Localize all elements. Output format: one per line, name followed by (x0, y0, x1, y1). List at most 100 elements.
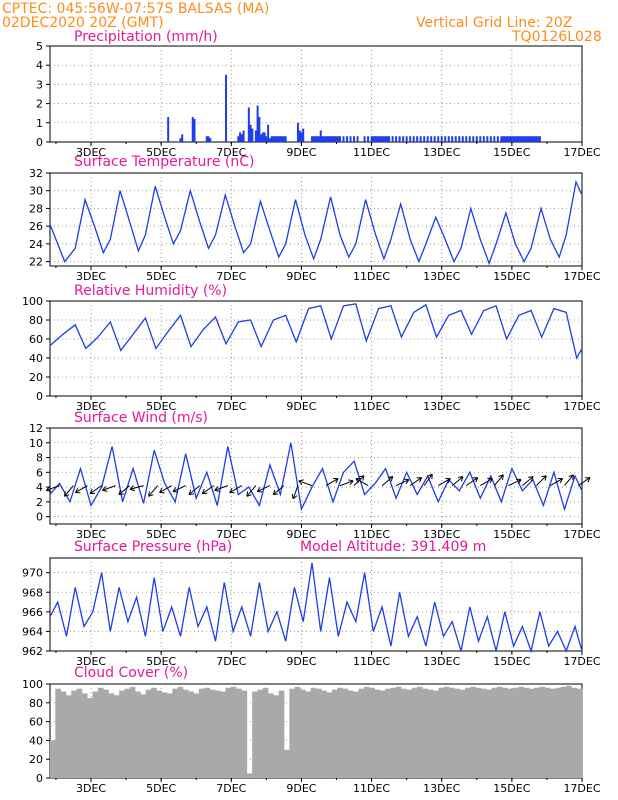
precip-bar (531, 136, 534, 142)
wind-arrow (148, 485, 159, 497)
x-tick-label: 17DEC (563, 528, 600, 541)
wind-arrow-head (148, 491, 154, 497)
precip-bar (537, 136, 540, 142)
y-tick-label: 0 (36, 136, 43, 149)
cloud-bar (145, 689, 152, 778)
precip-bar (251, 128, 254, 142)
cloud-bar (252, 691, 258, 778)
cloud-bar (443, 686, 450, 778)
precip-bar (260, 134, 263, 142)
wind-arrow-head (333, 478, 339, 484)
x-tick-label: 5DEC (146, 400, 176, 413)
wind-arrow (465, 477, 479, 487)
cloud-bar (321, 690, 327, 778)
cloud-bar (183, 689, 189, 778)
precip-bar (530, 136, 533, 142)
x-tick-label: 9DEC (286, 146, 316, 159)
wind-arrow (229, 485, 243, 494)
precip-bar (249, 124, 252, 142)
x-tick-label: 5DEC (146, 782, 176, 795)
x-tick-label: 3DEC (76, 400, 106, 413)
precip-bar (416, 136, 419, 142)
precip-bar (500, 136, 503, 142)
x-tick-label: 13DEC (423, 146, 460, 159)
wind-arrow (129, 485, 144, 490)
panel-title: Precipitation (mm/h) (74, 29, 218, 45)
wind-arrow (118, 485, 130, 495)
wind-arrow (536, 475, 547, 486)
precip-bar (517, 136, 520, 142)
cloud-bar (81, 693, 88, 778)
precip-bar (381, 136, 384, 142)
cloud-bar (103, 689, 109, 778)
precip-bar (282, 136, 285, 142)
y-tick-label: 80 (29, 697, 43, 710)
cloud-bar (140, 694, 147, 778)
cloud-bar (385, 688, 391, 778)
x-tick-label: 7DEC (216, 782, 246, 795)
precip-bar (261, 132, 264, 142)
header-location: CPTEC: 045:56W-07:57S BALSAS (MA) (2, 1, 269, 17)
precip-bar (335, 136, 338, 142)
wind-arrow-head (557, 478, 563, 484)
cloud-bar (422, 688, 429, 778)
precip-bar (454, 136, 457, 142)
cloud-bar (188, 691, 194, 778)
precip-bar (379, 136, 382, 142)
cloud-bar (124, 688, 131, 778)
cloud-bar (449, 687, 455, 778)
cloud-bar (113, 695, 120, 778)
cloud-bar (161, 692, 168, 778)
precip-bar (272, 136, 275, 142)
precip-bar (472, 136, 475, 142)
wind-arrow-head (45, 486, 52, 492)
precip-bar (510, 136, 513, 142)
y-tick-label: 4 (36, 481, 43, 494)
cloud-bar (427, 689, 434, 778)
wind-arrow-head (427, 473, 433, 480)
wind-arrow-head (355, 478, 361, 484)
wind-arrow-head (229, 487, 235, 494)
precip-bar (482, 136, 485, 142)
cloud-bar (268, 693, 274, 778)
precip-bar (516, 136, 519, 142)
plot-frame (49, 172, 583, 267)
precip-bar (319, 130, 322, 142)
x-tick-label: 9DEC (286, 782, 316, 795)
cloud-bar (566, 685, 572, 778)
precip-bar (405, 136, 408, 142)
precip-bar (270, 136, 273, 142)
y-tick-label: 32 (29, 167, 43, 180)
wind-arrow (89, 485, 102, 495)
cloud-bar (65, 695, 72, 778)
precip-bar (254, 130, 257, 142)
wind-arrow (214, 485, 228, 491)
precip-bar (265, 136, 268, 142)
precip-bar (493, 136, 496, 142)
wind-arrow-head (528, 476, 534, 482)
precip-bar (503, 136, 506, 142)
x-tick-label: 13DEC (423, 400, 460, 413)
precip-bar (502, 136, 505, 142)
precip-bar (349, 136, 352, 142)
wind-arrow-head (172, 487, 179, 493)
precip-bar (391, 136, 394, 142)
x-tick-label: 11DEC (353, 655, 390, 668)
precip-bar (419, 136, 422, 142)
precip-bar (333, 136, 336, 142)
wind-arrow (423, 473, 433, 486)
cloud-bar (459, 689, 466, 778)
x-tick-label: 13DEC (423, 270, 460, 283)
wind-arrow-head (348, 479, 354, 486)
cloud-bar (151, 687, 157, 778)
plot-frame (49, 45, 583, 143)
x-tick-label: 17DEC (563, 782, 600, 795)
wind-arrow (437, 478, 451, 487)
y-tick-label: 30 (29, 185, 43, 198)
x-tick-label: 13DEC (423, 782, 460, 795)
cloud-bar (363, 686, 370, 778)
cloud-bar (172, 688, 178, 778)
cloud-bar (87, 698, 93, 778)
wind-arrow-head (472, 477, 479, 483)
wind-arrow (451, 476, 464, 486)
